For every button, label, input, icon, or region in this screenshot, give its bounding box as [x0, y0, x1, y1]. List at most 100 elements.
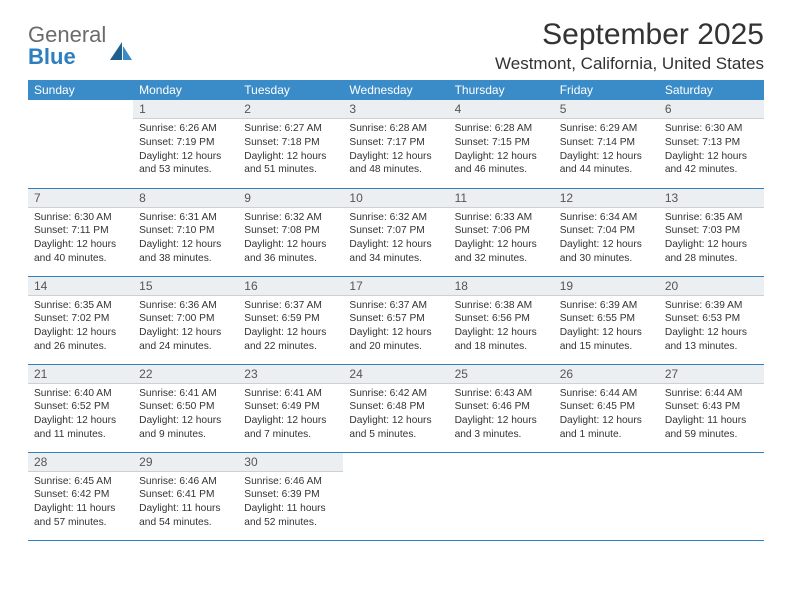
- sunset-line: Sunset: 7:07 PM: [349, 225, 424, 236]
- daylight-line: Daylight: 12 hours and 51 minutes.: [244, 151, 326, 176]
- calendar-day-cell: 27Sunrise: 6:44 AMSunset: 6:43 PMDayligh…: [659, 364, 764, 452]
- day-body: Sunrise: 6:38 AMSunset: 6:56 PMDaylight:…: [449, 296, 554, 358]
- day-number: 13: [659, 189, 764, 208]
- sunrise-line: Sunrise: 6:44 AM: [560, 388, 638, 399]
- calendar-week-row: 14Sunrise: 6:35 AMSunset: 7:02 PMDayligh…: [28, 276, 764, 364]
- sunrise-line: Sunrise: 6:36 AM: [139, 300, 217, 311]
- day-body: Sunrise: 6:39 AMSunset: 6:55 PMDaylight:…: [554, 296, 659, 358]
- calendar-day-cell: 15Sunrise: 6:36 AMSunset: 7:00 PMDayligh…: [133, 276, 238, 364]
- day-number: 17: [343, 277, 448, 296]
- sunset-line: Sunset: 6:46 PM: [455, 401, 530, 412]
- sunset-line: Sunset: 7:17 PM: [349, 137, 424, 148]
- sunrise-line: Sunrise: 6:27 AM: [244, 123, 322, 134]
- sunrise-line: Sunrise: 6:30 AM: [34, 212, 112, 223]
- sunrise-line: Sunrise: 6:32 AM: [349, 212, 427, 223]
- calendar-week-row: 1Sunrise: 6:26 AMSunset: 7:19 PMDaylight…: [28, 100, 764, 188]
- sunset-line: Sunset: 7:15 PM: [455, 137, 530, 148]
- day-number: 8: [133, 189, 238, 208]
- weekday-header: Saturday: [659, 80, 764, 100]
- brand-part2: Blue: [28, 44, 76, 69]
- calendar-day-cell: 12Sunrise: 6:34 AMSunset: 7:04 PMDayligh…: [554, 188, 659, 276]
- calendar-empty-cell: [554, 452, 659, 540]
- brand-text: General Blue: [28, 24, 106, 68]
- sunset-line: Sunset: 7:18 PM: [244, 137, 319, 148]
- sunset-line: Sunset: 7:00 PM: [139, 313, 214, 324]
- sunrise-line: Sunrise: 6:31 AM: [139, 212, 217, 223]
- header: General Blue September 2025 Westmont, Ca…: [28, 18, 764, 74]
- sunrise-line: Sunrise: 6:29 AM: [560, 123, 638, 134]
- daylight-line: Daylight: 11 hours and 54 minutes.: [139, 503, 220, 528]
- calendar-day-cell: 2Sunrise: 6:27 AMSunset: 7:18 PMDaylight…: [238, 100, 343, 188]
- day-number: 4: [449, 100, 554, 119]
- brand-logo: General Blue: [28, 24, 134, 68]
- day-number: 16: [238, 277, 343, 296]
- daylight-line: Daylight: 12 hours and 36 minutes.: [244, 239, 326, 264]
- day-number: 11: [449, 189, 554, 208]
- day-body: Sunrise: 6:28 AMSunset: 7:17 PMDaylight:…: [343, 119, 448, 181]
- day-body: Sunrise: 6:35 AMSunset: 7:02 PMDaylight:…: [28, 296, 133, 358]
- sunset-line: Sunset: 7:13 PM: [665, 137, 740, 148]
- day-body: Sunrise: 6:27 AM Sunset: 7:18 PM Daylight:…: [238, 119, 343, 181]
- day-number: 10: [343, 189, 448, 208]
- sunset-line: Sunset: 6:59 PM: [244, 313, 319, 324]
- sunrise-line: Sunrise: 6:41 AM: [139, 388, 217, 399]
- day-number: 30: [238, 453, 343, 472]
- daylight-line: Daylight: 12 hours and 24 minutes.: [139, 327, 221, 352]
- calendar-day-cell: 13Sunrise: 6:35 AMSunset: 7:03 PMDayligh…: [659, 188, 764, 276]
- sunrise-line: Sunrise: 6:46 AM: [244, 476, 322, 487]
- day-body: Sunrise: 6:44 AMSunset: 6:45 PMDaylight:…: [554, 384, 659, 446]
- day-body: Sunrise: 6:37 AMSunset: 6:57 PMDaylight:…: [343, 296, 448, 358]
- sunrise-line: Sunrise: 6:37 AM: [244, 300, 322, 311]
- sunset-line: Sunset: 7:02 PM: [34, 313, 109, 324]
- calendar-week-row: 7Sunrise: 6:30 AMSunset: 7:11 PMDaylight…: [28, 188, 764, 276]
- day-body: Sunrise: 6:39 AMSunset: 6:53 PMDaylight:…: [659, 296, 764, 358]
- calendar-week-row: 28Sunrise: 6:45 AMSunset: 6:42 PMDayligh…: [28, 452, 764, 540]
- sunset-line: Sunset: 6:55 PM: [560, 313, 635, 324]
- sunrise-line: Sunrise: 6:38 AM: [455, 300, 533, 311]
- title-block: September 2025 Westmont, California, Uni…: [495, 18, 764, 74]
- sunrise-line: Sunrise: 6:34 AM: [560, 212, 638, 223]
- daylight-line: Daylight: 12 hours and 3 minutes.: [455, 415, 537, 440]
- sunrise-line: Sunrise: 6:28 AM: [455, 123, 533, 134]
- sunrise-line: Sunrise: 6:39 AM: [665, 300, 743, 311]
- sunset-line: Sunset: 6:50 PM: [139, 401, 214, 412]
- calendar-day-cell: 23Sunrise: 6:41 AMSunset: 6:49 PMDayligh…: [238, 364, 343, 452]
- calendar-empty-cell: [343, 452, 448, 540]
- calendar-day-cell: 18Sunrise: 6:38 AMSunset: 6:56 PMDayligh…: [449, 276, 554, 364]
- daylight-line: Daylight: 12 hours and 9 minutes.: [139, 415, 221, 440]
- sunset-line: Sunset: 7:14 PM: [560, 137, 635, 148]
- weekday-header: Tuesday: [238, 80, 343, 100]
- calendar-day-cell: 21Sunrise: 6:40 AMSunset: 6:52 PMDayligh…: [28, 364, 133, 452]
- calendar-day-cell: 22Sunrise: 6:41 AMSunset: 6:50 PMDayligh…: [133, 364, 238, 452]
- month-title: September 2025: [495, 18, 764, 52]
- day-body: Sunrise: 6:33 AMSunset: 7:06 PMDaylight:…: [449, 208, 554, 270]
- day-body: Sunrise: 6:26 AMSunset: 7:19 PMDaylight:…: [133, 119, 238, 181]
- calendar-day-cell: 9Sunrise: 6:32 AMSunset: 7:08 PMDaylight…: [238, 188, 343, 276]
- daylight-line: Daylight: 12 hours and 15 minutes.: [560, 327, 642, 352]
- day-body: Sunrise: 6:29 AMSunset: 7:14 PMDaylight:…: [554, 119, 659, 181]
- sunset-line: Sunset: 7:08 PM: [244, 225, 319, 236]
- day-body: Sunrise: 6:42 AMSunset: 6:48 PMDaylight:…: [343, 384, 448, 446]
- day-number: 26: [554, 365, 659, 384]
- sunset-line: Sunset: 6:49 PM: [244, 401, 319, 412]
- calendar-day-cell: 10Sunrise: 6:32 AMSunset: 7:07 PMDayligh…: [343, 188, 448, 276]
- day-body: Sunrise: 6:35 AMSunset: 7:03 PMDaylight:…: [659, 208, 764, 270]
- day-number: 5: [554, 100, 659, 119]
- sunrise-line: Sunrise: 6:37 AM: [349, 300, 427, 311]
- sunrise-line: Sunrise: 6:28 AM: [349, 123, 427, 134]
- daylight-line: Daylight: 12 hours and 5 minutes.: [349, 415, 431, 440]
- calendar-day-cell: 30Sunrise: 6:46 AMSunset: 6:39 PMDayligh…: [238, 452, 343, 540]
- sunset-line: Sunset: 7:10 PM: [139, 225, 214, 236]
- calendar-day-cell: 20Sunrise: 6:39 AMSunset: 6:53 PMDayligh…: [659, 276, 764, 364]
- sunrise-line: Sunrise: 6:42 AM: [349, 388, 427, 399]
- daylight-line: Daylight: 12 hours and 38 minutes.: [139, 239, 221, 264]
- daylight-line: Daylight: 12 hours and 1 minute.: [560, 415, 642, 440]
- daylight-line: Daylight: 12 hours and 30 minutes.: [560, 239, 642, 264]
- sunset-line: Sunset: 7:03 PM: [665, 225, 740, 236]
- calendar-week-row: 21Sunrise: 6:40 AMSunset: 6:52 PMDayligh…: [28, 364, 764, 452]
- day-number: 18: [449, 277, 554, 296]
- daylight-line: Daylight: 12 hours and 22 minutes.: [244, 327, 326, 352]
- day-number: 9: [238, 189, 343, 208]
- sunset-line: Sunset: 6:57 PM: [349, 313, 424, 324]
- day-body: Sunrise: 6:34 AMSunset: 7:04 PMDaylight:…: [554, 208, 659, 270]
